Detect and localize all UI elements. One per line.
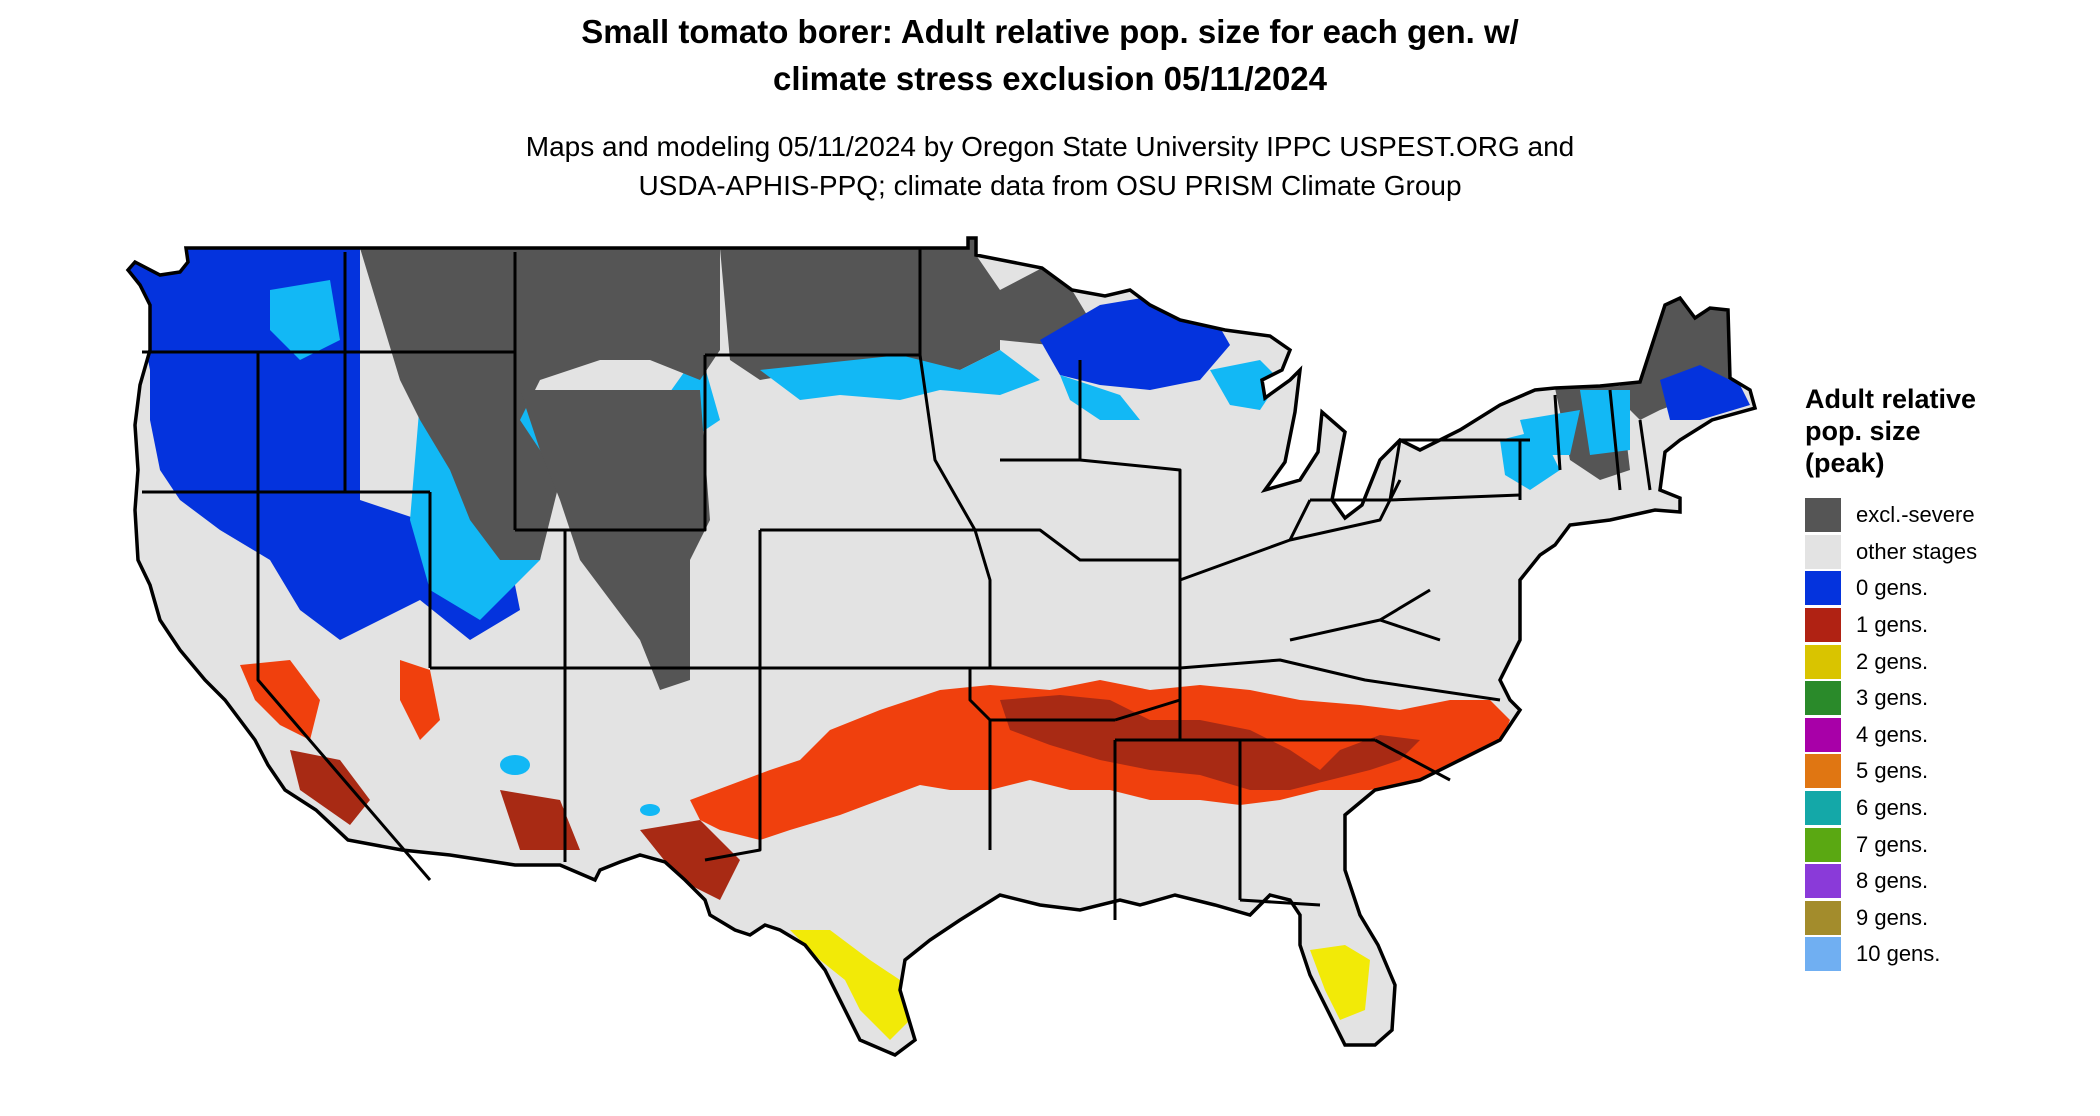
zero-gen-light-region <box>1500 430 1560 490</box>
map-subtitle-line2: USDA-APHIS-PPQ; climate data from OSU PR… <box>638 170 1462 201</box>
state-border <box>1553 394 1562 471</box>
zero-gen-region <box>1660 365 1750 420</box>
legend-item: 8 gens. <box>1805 863 2085 900</box>
zero-gen-light-region <box>760 350 1040 400</box>
legend-item: 5 gens. <box>1805 753 2085 790</box>
legend-swatch <box>1805 937 1841 972</box>
legend-item: 0 gens. <box>1805 570 2085 607</box>
legend-label: 7 gens. <box>1856 831 1929 857</box>
state-border <box>975 528 1180 562</box>
map-title: Small tomato borer: Adult relative pop. … <box>0 8 2100 102</box>
map-subtitle: Maps and modeling 05/11/2024 by Oregon S… <box>0 127 2100 205</box>
state-border <box>1638 419 1652 491</box>
legend-item: excl.-severe <box>1805 497 2085 534</box>
legend-item: 3 gens. <box>1805 680 2085 717</box>
legend-title-line1: Adult relative <box>1805 384 1977 414</box>
one-gen-region <box>500 790 580 850</box>
state-border <box>1179 658 1501 702</box>
legend-label: 5 gens. <box>1856 758 1929 784</box>
us-map <box>126 236 1757 1105</box>
zero-gen-light-region <box>1580 390 1630 455</box>
legend-item: 9 gens. <box>1805 900 2085 937</box>
legend-label: 4 gens. <box>1856 721 1929 747</box>
legend-item: 7 gens. <box>1805 826 2085 863</box>
legend-items: excl.-severe other stages 0 gens. 1 gens. 2 … <box>1805 497 2085 973</box>
legend-item: 1 gens. <box>1805 607 2085 644</box>
state-border <box>973 529 992 668</box>
state-border <box>1374 738 1451 782</box>
legend-swatch <box>1805 900 1841 935</box>
zero-gen-spot <box>500 755 530 775</box>
legend-label: 0 gens. <box>1856 575 1929 601</box>
legend-swatch <box>1805 791 1841 826</box>
state-border <box>918 354 977 531</box>
zero-gen-light-region <box>1210 360 1280 410</box>
one-gen-region <box>240 660 320 740</box>
state-border <box>704 668 762 862</box>
legend-title-line3: (peak) <box>1805 448 1885 478</box>
legend-label: 3 gens. <box>1856 685 1929 711</box>
one-gen-region <box>400 660 440 740</box>
excluded-region <box>520 390 710 690</box>
state-border <box>1114 698 1181 722</box>
state-border <box>1289 479 1402 542</box>
legend-swatch <box>1805 644 1841 679</box>
legend-swatch <box>1805 864 1841 899</box>
zero-gen-spot <box>640 804 660 816</box>
state-border <box>1239 898 1321 907</box>
two-gen-region <box>1310 945 1370 1020</box>
state-border <box>760 666 992 850</box>
two-gen-region <box>790 930 910 1040</box>
legend-label: excl.-severe <box>1856 502 1975 528</box>
one-gen-region <box>290 750 370 825</box>
state-border <box>256 492 432 881</box>
legend-label: 1 gens. <box>1856 612 1929 638</box>
map-title-line1: Small tomato borer: Adult relative pop. … <box>581 13 1519 50</box>
map-title-line2: climate stress exclusion 05/11/2024 <box>772 60 1328 97</box>
three-gen-region <box>1315 1090 1365 1105</box>
legend-label: other stages <box>1856 538 1978 564</box>
legend-label: 6 gens. <box>1856 795 1929 821</box>
excluded-region <box>360 248 720 560</box>
legend-swatch <box>1805 717 1841 752</box>
legend-title-line2: pop. size <box>1805 416 1921 446</box>
state-border <box>515 355 707 532</box>
state-border <box>1389 493 1521 502</box>
legend-label: 2 gens. <box>1856 648 1929 674</box>
legend-swatch <box>1805 754 1841 789</box>
legend-item: other stages <box>1805 534 2085 571</box>
legend-swatch <box>1805 827 1841 862</box>
legend-swatch <box>1805 681 1841 716</box>
state-border <box>1608 389 1622 491</box>
legend-label: 8 gens. <box>1856 868 1929 894</box>
legend-title: Adult relative pop. size (peak) <box>1805 383 2085 479</box>
legend-item: 10 gens. <box>1805 936 2085 973</box>
two-gen-region <box>975 925 1010 945</box>
zero-gen-light-region <box>270 280 340 360</box>
legend-swatch <box>1805 608 1841 643</box>
legend-swatch <box>1805 534 1841 569</box>
excluded-region <box>720 238 1000 380</box>
map-subtitle-line1: Maps and modeling 05/11/2024 by Oregon S… <box>525 131 1575 162</box>
state-border <box>1079 458 1182 580</box>
legend-swatch <box>1805 571 1841 606</box>
state-border <box>1379 588 1431 622</box>
one-gen-region <box>640 820 740 900</box>
map-legend: Adult relative pop. size (peak) excl.-se… <box>1805 383 2085 973</box>
legend-item: 6 gens. <box>1805 790 2085 827</box>
legend-item: 4 gens. <box>1805 717 2085 754</box>
legend-label: 10 gens. <box>1856 941 1941 967</box>
legend-item: 2 gens. <box>1805 643 2085 680</box>
legend-swatch <box>1805 498 1841 533</box>
legend-label: 9 gens. <box>1856 904 1929 930</box>
